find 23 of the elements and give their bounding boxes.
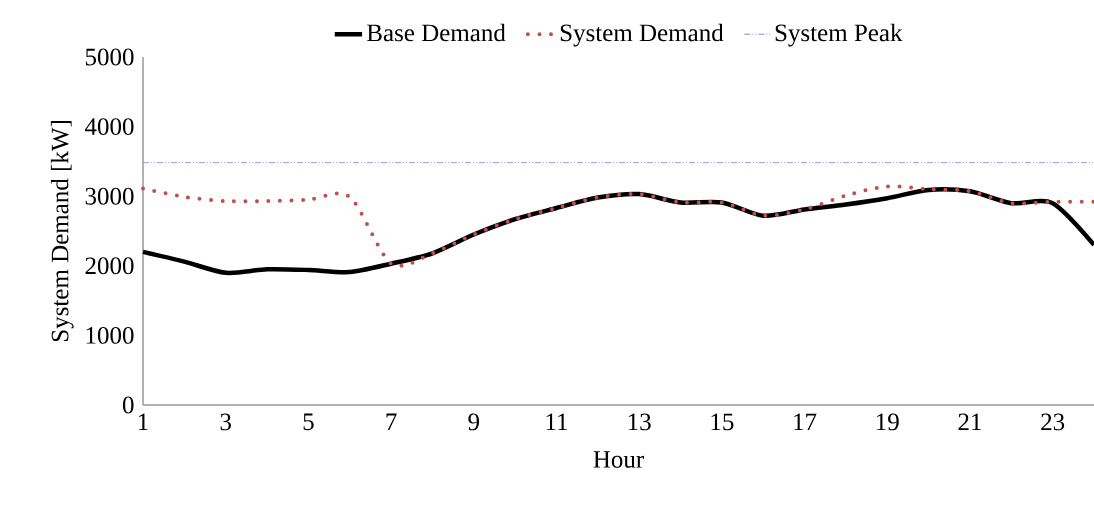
x-tick-label: 1 xyxy=(138,413,148,431)
x-tick-label: 9 xyxy=(468,413,480,431)
x-tick-label: 11 xyxy=(546,413,568,431)
y-tick-label: 3000 xyxy=(85,187,134,205)
x-tick-label: 21 xyxy=(958,413,981,431)
y-tick-label: 4000 xyxy=(84,118,134,136)
y-tick-label: 0 xyxy=(122,396,134,414)
x-tick-label: 15 xyxy=(711,413,734,431)
x-tick-label: 5 xyxy=(303,413,314,431)
x-tick-label: 17 xyxy=(794,413,817,431)
x-tick-label: 13 xyxy=(628,413,651,431)
legend-label: Base Demand xyxy=(367,23,506,42)
legend-label: System Demand xyxy=(560,23,724,47)
y-tick-label: 5000 xyxy=(85,48,134,66)
y-axis-title: System Demand [kW] xyxy=(50,121,74,342)
y-tick-label: 1000 xyxy=(86,326,134,344)
x-tick-label: 23 xyxy=(1041,413,1065,431)
x-tick-label: 3 xyxy=(220,413,231,431)
x-axis-title: Hour xyxy=(593,451,644,468)
y-tick-label: 2000 xyxy=(85,257,134,275)
x-tick-label: 19 xyxy=(876,413,899,431)
legend-label: System Peak xyxy=(775,23,903,47)
x-tick-label: 7 xyxy=(386,413,397,430)
